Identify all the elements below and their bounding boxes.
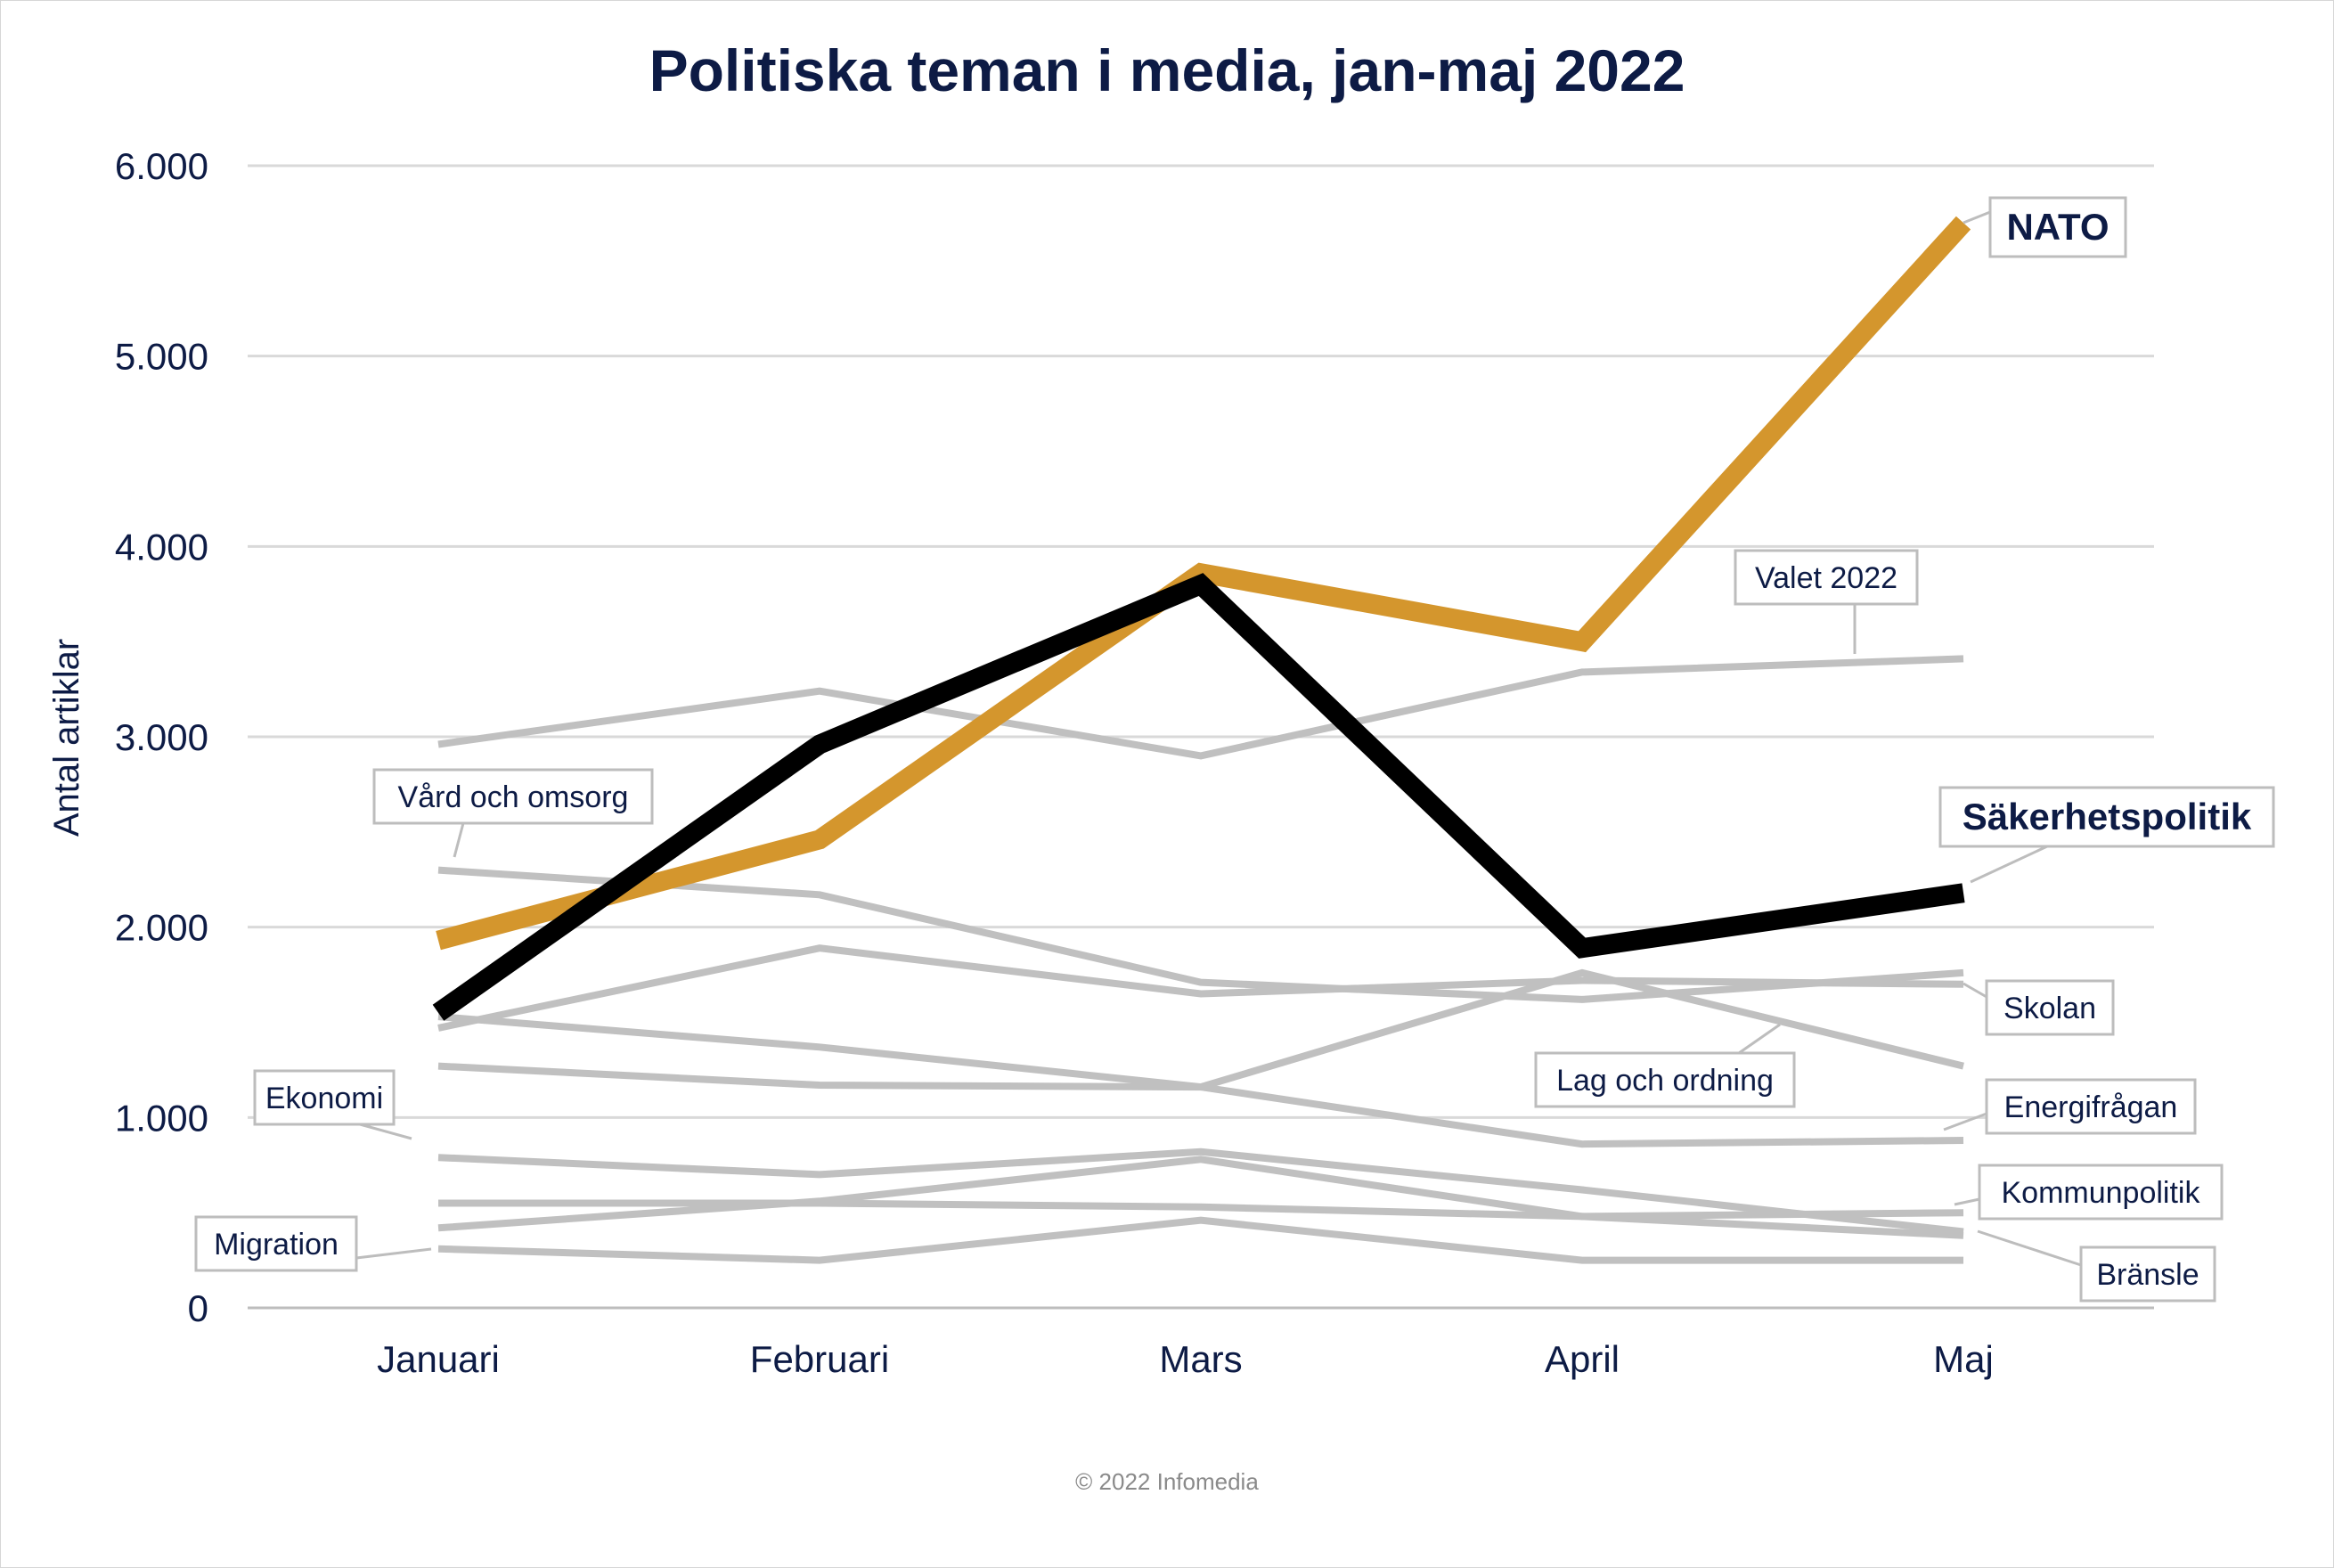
- series-lines: [432, 216, 1971, 1264]
- series-label: Lag och ordning: [1556, 1064, 1774, 1098]
- callout-box: [1734, 549, 1919, 606]
- series-line-ekonomi: [437, 1147, 1964, 1236]
- callout-migration: Migration: [194, 1215, 432, 1272]
- series-label: Säkerhetspolitik: [1963, 796, 2252, 837]
- callout-box: [1978, 1164, 2224, 1221]
- callout-lag-och-ordning: Lag och ordning: [1534, 1023, 1796, 1108]
- series-line-skolan: [437, 944, 1964, 1032]
- y-tick-label: 6.000: [115, 145, 208, 187]
- callout-leader: [1977, 1229, 2082, 1267]
- callout-leader: [1963, 982, 1987, 999]
- callout-ekonomi: Ekonomi: [253, 1069, 412, 1140]
- series-line-vard-och-omsorg: [437, 866, 1964, 1003]
- series-label: Kommunpolitik: [2002, 1176, 2201, 1210]
- series-label: Valet 2022: [1755, 561, 1897, 595]
- series-labels: Valet 2022 Vård och omsorg Skolan Lag och o…: [194, 196, 2275, 1303]
- callout-sakerhetspolitik: Säkerhetspolitik: [1938, 786, 2275, 884]
- x-tick-label: Mars: [1159, 1338, 1242, 1380]
- callout-box: [194, 1215, 358, 1272]
- series-label: Energifrågan: [2004, 1090, 2178, 1124]
- series-label: NATO: [2006, 206, 2109, 248]
- series-line-nato: [436, 216, 1971, 951]
- y-tick-label: 0: [188, 1287, 208, 1329]
- callout-box: [1938, 786, 2275, 848]
- callout-kommunpolitik: Kommunpolitik: [1954, 1164, 2224, 1221]
- series-label: Skolan: [2003, 992, 2096, 1025]
- callout-energifragan: Energifrågan: [1943, 1078, 2197, 1135]
- callout-box: [1985, 1078, 2197, 1135]
- callout-vard-och-omsorg: Vård och omsorg: [372, 768, 654, 858]
- series-line-energifragan: [437, 1062, 1964, 1148]
- x-tick-label: April: [1545, 1338, 1620, 1380]
- series-label: Ekonomi: [265, 1082, 383, 1115]
- callout-box: [1988, 196, 2127, 258]
- y-tick-label: 5.000: [115, 336, 208, 378]
- x-tick-label: Januari: [377, 1338, 500, 1380]
- x-axis-ticks: Januari Februari Mars April Maj: [377, 1338, 1994, 1380]
- callout-box: [2079, 1245, 2216, 1303]
- callout-leader: [1943, 1112, 1987, 1131]
- callout-box: [1534, 1051, 1796, 1108]
- callout-leader: [1954, 1197, 1980, 1206]
- series-line-kommunpolitik: [438, 1199, 1964, 1221]
- series-line-bransle: [437, 1156, 1964, 1239]
- series-label: Vård och omsorg: [398, 780, 629, 814]
- callout-bransle: Bränsle: [1977, 1229, 2216, 1303]
- callout-leader: [355, 1247, 432, 1260]
- callout-leader: [1970, 845, 2048, 884]
- callout-leader: [1963, 210, 1991, 225]
- y-tick-label: 3.000: [115, 716, 208, 758]
- callout-nato: NATO: [1963, 196, 2127, 258]
- x-tick-label: Februari: [750, 1338, 889, 1380]
- callout-valet-2022: Valet 2022: [1734, 549, 1919, 654]
- callout-box: [1985, 979, 2115, 1036]
- y-tick-label: 2.000: [115, 907, 208, 949]
- callout-box: [253, 1069, 396, 1126]
- series-label: Migration: [214, 1228, 339, 1262]
- y-tick-label: 1.000: [115, 1097, 208, 1139]
- callout-box: [372, 768, 654, 825]
- callout-leader: [1738, 1023, 1781, 1055]
- series-line-migration: [437, 1216, 1963, 1264]
- y-axis-label: Antal artiklar: [47, 639, 86, 837]
- callout-leader: [359, 1123, 412, 1140]
- callout-leader: [453, 822, 465, 858]
- series-line-valet-2022: [437, 655, 1964, 760]
- series-line-sakerhetspolitik: [432, 573, 1965, 1021]
- x-tick-label: Maj: [1933, 1338, 1994, 1380]
- callout-skolan: Skolan: [1963, 979, 2115, 1036]
- copyright-text: © 2022 Infomedia: [1075, 1468, 1259, 1495]
- series-label: Bränsle: [2096, 1258, 2199, 1292]
- chart-title: Politiska teman i media, jan-maj 2022: [649, 37, 1685, 103]
- y-axis-ticks: 0 1.000 2.000 3.000 4.000 5.000 6.000: [115, 145, 208, 1329]
- y-tick-label: 4.000: [115, 526, 208, 568]
